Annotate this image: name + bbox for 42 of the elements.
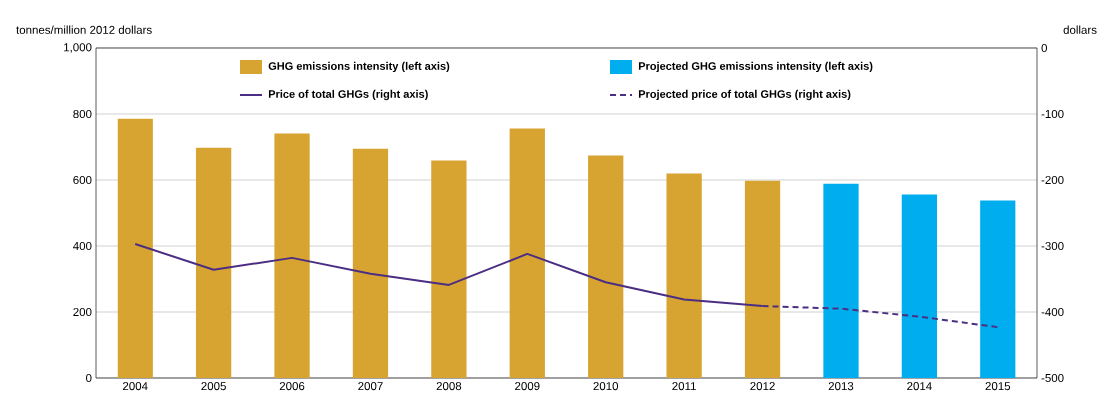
bar — [588, 155, 624, 378]
y-tick-label: 200 — [73, 307, 92, 317]
y2-tick-label: -400 — [1041, 307, 1064, 317]
legend-label: Price of total GHGs (right axis) — [268, 89, 428, 101]
bar — [744, 180, 781, 378]
bar — [666, 173, 702, 378]
y2-tick-label: -100 — [1041, 109, 1064, 119]
x-tick-label: 2014 — [907, 382, 932, 391]
x-tick-label: 2005 — [201, 382, 226, 391]
bar — [274, 133, 310, 378]
y2-tick-label: -200 — [1041, 175, 1064, 185]
x-tick-label: 2008 — [436, 382, 462, 391]
bar — [352, 148, 389, 378]
bar — [195, 147, 232, 378]
y2-tick-label: 0 — [1041, 43, 1047, 53]
x-tick-label: 2007 — [358, 382, 383, 391]
legend-label: Projected GHG emissions intensity (left axis) — [638, 61, 873, 73]
x-tick-label: 2013 — [828, 382, 854, 391]
y-tick-label: 400 — [73, 241, 92, 251]
x-tick-label: 2004 — [123, 382, 148, 391]
x-tick-label: 2015 — [985, 382, 1011, 391]
y2-tick-label: -300 — [1041, 241, 1064, 251]
x-tick-label: 2009 — [515, 382, 540, 391]
y-tick-label: 600 — [73, 175, 92, 185]
legend-label: Projected price of total GHGs (right axis) — [638, 89, 851, 101]
x-tick-label: 2011 — [672, 382, 696, 391]
bar — [509, 128, 545, 378]
y-axis-title: tonnes/million 2012 dollars — [16, 25, 152, 34]
y2-axis-title: dollars — [1063, 25, 1097, 34]
legend-label: GHG emissions intensity (left axis) — [268, 61, 450, 73]
y2-tick-label: -500 — [1041, 373, 1064, 383]
y-tick-label: 1,000 — [64, 43, 92, 53]
y-tick-label: 0 — [86, 373, 92, 383]
bar — [980, 200, 1016, 378]
y-tick-label: 800 — [73, 109, 92, 119]
bar — [431, 160, 467, 378]
x-tick-label: 2010 — [593, 382, 619, 391]
bar — [901, 194, 938, 378]
x-tick-label: 2012 — [750, 382, 775, 391]
x-tick-label: 2006 — [279, 382, 305, 391]
bar — [117, 118, 153, 378]
bar — [823, 183, 859, 378]
